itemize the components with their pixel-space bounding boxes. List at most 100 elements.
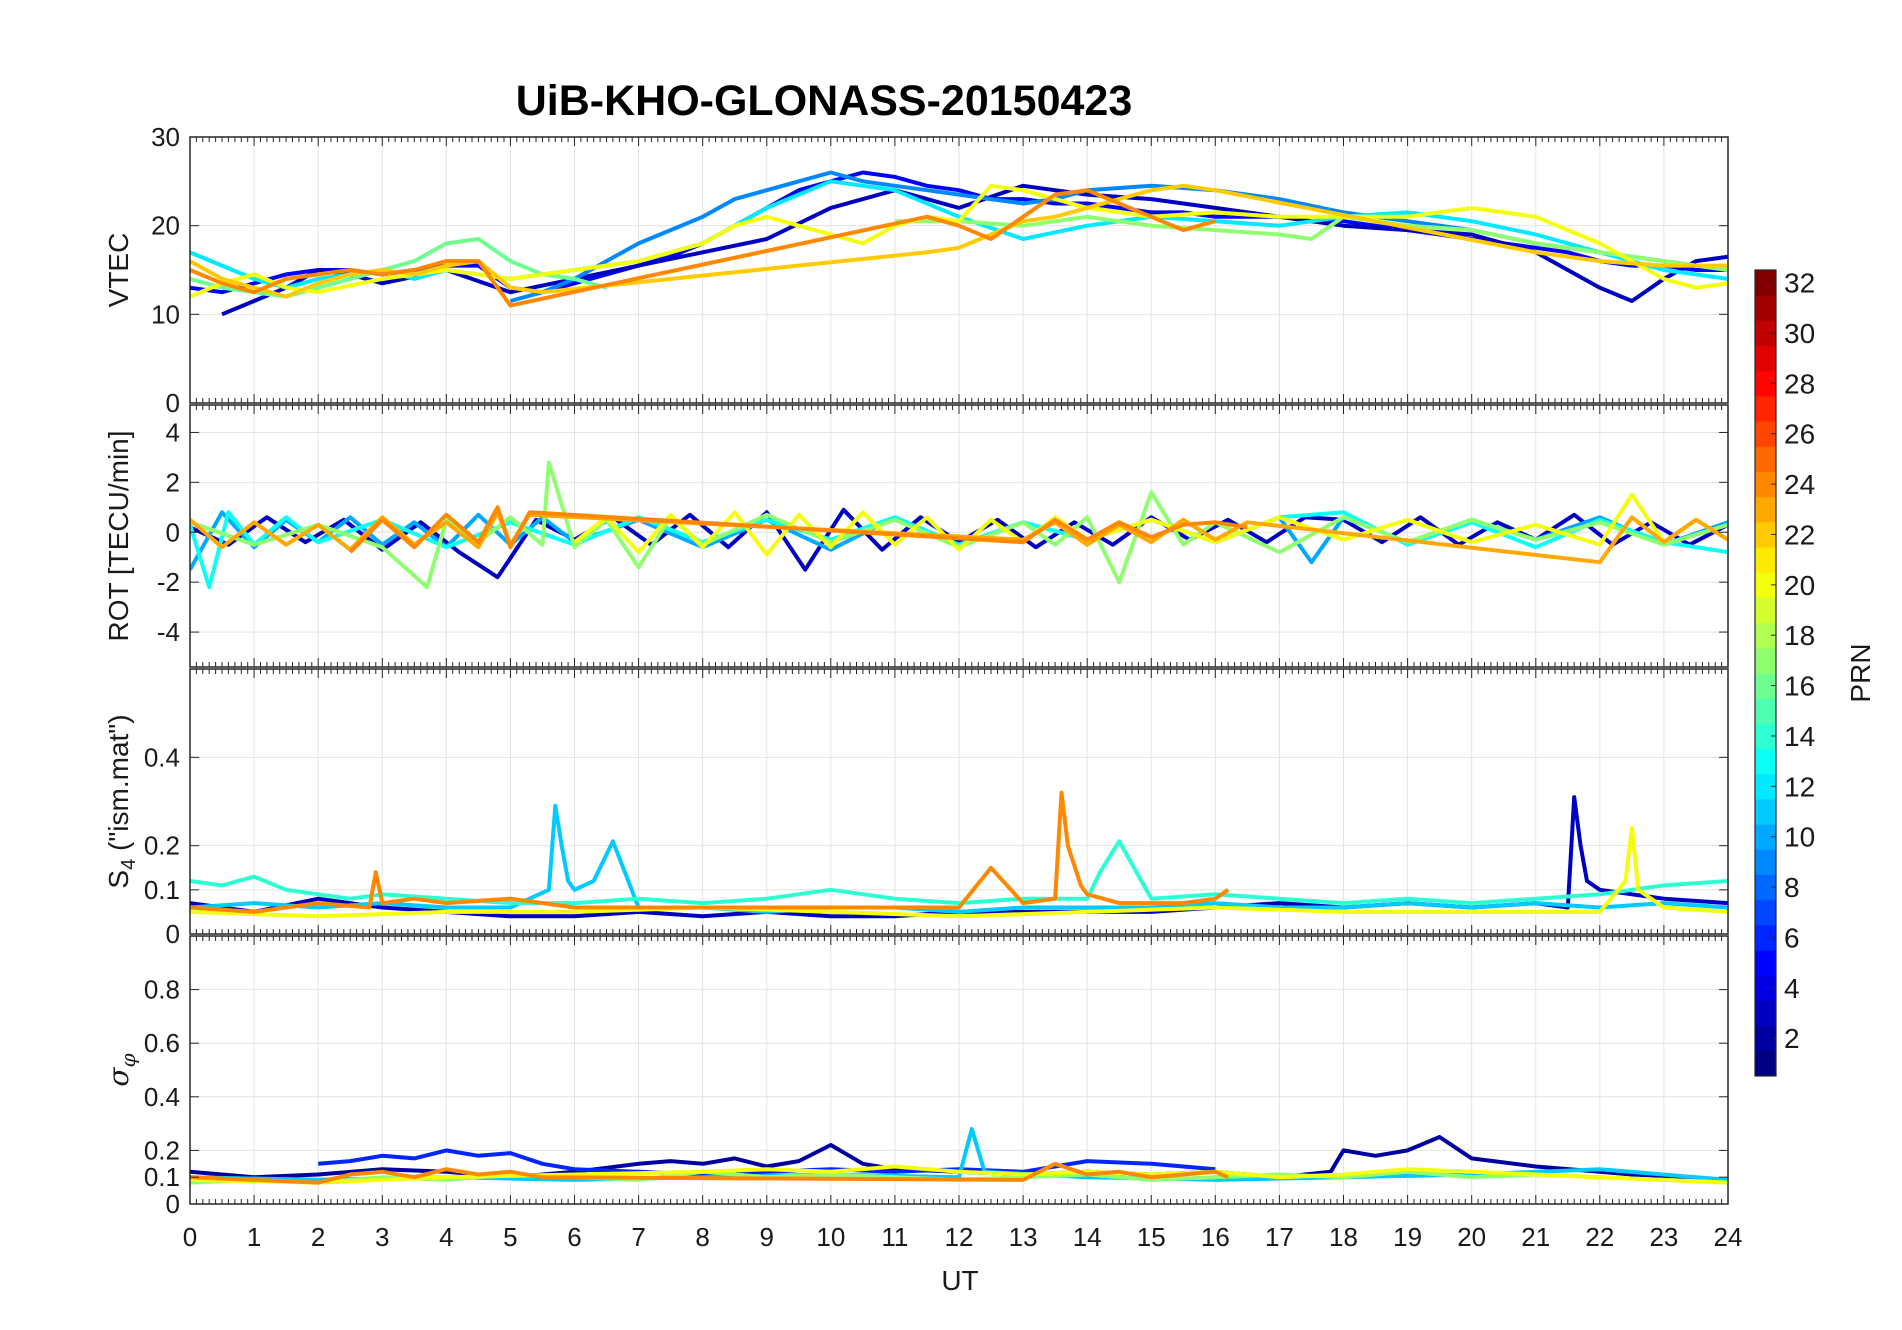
y-tick-label: 0.1	[144, 1162, 180, 1192]
colorbar-tick-label: 32	[1784, 268, 1815, 299]
colorbar-tick-label: 4	[1784, 973, 1800, 1004]
x-tick-label: 7	[631, 1222, 645, 1252]
series-prn-3	[190, 507, 1728, 580]
x-tick-label: 3	[375, 1222, 389, 1252]
y-tick-label: 0	[166, 919, 180, 949]
colorbar-segment	[1755, 824, 1776, 850]
colorbar-segment	[1755, 924, 1776, 951]
x-tick-label: 14	[1073, 1222, 1102, 1252]
colorbar-segment	[1755, 1025, 1776, 1052]
colorbar-segment	[1755, 698, 1776, 724]
x-axis-label: UT	[941, 1265, 978, 1296]
x-tick-label: 20	[1457, 1222, 1486, 1252]
x-ticks	[189, 936, 1729, 1204]
y-axis-label-sigma: σφ	[102, 1053, 140, 1086]
colorbar-tick-label: 30	[1784, 318, 1815, 349]
x-tick-label: 9	[760, 1222, 774, 1252]
series-group	[190, 1127, 1728, 1185]
colorbar-segment	[1755, 647, 1776, 674]
y-axis-label-rot: ROT [TECU/min]	[103, 430, 134, 641]
x-ticks	[189, 669, 1729, 934]
colorbar-segment	[1755, 673, 1776, 699]
colorbar-segment	[1755, 370, 1776, 397]
y-tick-label: 0.4	[144, 1082, 180, 1112]
x-tick-label: 1	[247, 1222, 261, 1252]
colorbar-tick-label: 16	[1784, 671, 1815, 702]
colorbar-tick-label: 2	[1784, 1023, 1800, 1054]
series-group	[190, 170, 1728, 317]
colorbar-tick-label: 20	[1784, 570, 1815, 601]
colorbar-segment	[1755, 395, 1776, 422]
colorbar-tick-label: 14	[1784, 721, 1815, 752]
y-axis-label-s4: S4 ("ism.mat")	[103, 714, 140, 888]
y-tick-label: 0.2	[144, 1135, 180, 1165]
series-prn-20	[190, 183, 1728, 299]
x-tick-label: 23	[1649, 1222, 1678, 1252]
colorbar-segment	[1755, 471, 1776, 498]
y-tick-label: 20	[151, 211, 180, 241]
y-tick-label: 0	[166, 388, 180, 418]
y-tick-label: 0.2	[144, 831, 180, 861]
x-tick-label: 0	[183, 1222, 197, 1252]
series-prn-20	[190, 826, 1728, 919]
colorbar-frame	[1754, 269, 1777, 1077]
y-tick-label: 0.8	[144, 975, 180, 1005]
y-tick-label: 0	[166, 1189, 180, 1219]
colorbar-tick-label: 18	[1784, 620, 1815, 651]
x-tick-label: 10	[816, 1222, 845, 1252]
colorbar-segment	[1755, 421, 1776, 447]
colorbar-tick-label: 12	[1784, 771, 1815, 802]
colorbar-segment	[1755, 1050, 1776, 1077]
x-tick-label: 5	[503, 1222, 517, 1252]
y-tick-label: 2	[166, 467, 180, 497]
y-tick-label: -4	[157, 617, 180, 647]
colorbar-segment	[1755, 798, 1776, 825]
colorbar-segment	[1755, 547, 1776, 573]
colorbar-segment	[1755, 320, 1776, 347]
panel-rot: -4 -2 0 2 4 ROT [TECU/min]	[103, 404, 1729, 668]
colorbar-tick-label: 26	[1784, 419, 1815, 450]
colorbar-tick-label: 24	[1784, 469, 1815, 500]
y-axis-label-vtec: VTEC	[103, 233, 134, 308]
colorbar-segment	[1755, 597, 1776, 624]
x-tick-label: 2	[311, 1222, 325, 1252]
panel-vtec: 0 10 20 30 VTEC	[103, 122, 1729, 418]
colorbar-segment	[1755, 446, 1776, 472]
series-prn-24	[190, 1161, 1229, 1185]
colorbar-segment	[1755, 723, 1776, 750]
series-prn-20	[190, 1164, 1728, 1185]
x-tick-label: 21	[1521, 1222, 1550, 1252]
colorbar-segment	[1755, 773, 1776, 800]
colorbar-segment	[1755, 572, 1776, 598]
x-tick-label: 13	[1009, 1222, 1038, 1252]
x-tick-label: 4	[439, 1222, 453, 1252]
colorbar-segment	[1755, 950, 1776, 976]
series-group	[190, 460, 1728, 590]
series-prn-24	[190, 188, 1216, 308]
colorbar-segment	[1755, 622, 1776, 649]
colorbar-tick-label: 8	[1784, 872, 1800, 903]
colorbar-segment	[1755, 295, 1776, 321]
chart-title: UiB-KHO-GLONASS-20150423	[516, 77, 1133, 125]
series-prn-17	[894, 214, 1728, 272]
colorbar-segment	[1755, 345, 1776, 372]
x-tick-labels: 0 1 2 3 4 5 6 7 8 9 10 11 12 13 14 15 16 17 18 19 20 21 22 23 24	[183, 1222, 1743, 1252]
series-prn-24	[190, 790, 1230, 914]
colorbar-tick-label: 6	[1784, 922, 1800, 953]
panel-sigma: 00.10.2 0.4 0.6 0.8 σφ	[102, 935, 1729, 1219]
x-tick-label: 6	[567, 1222, 581, 1252]
y-tick-label: 30	[151, 122, 180, 152]
y-tick-label: 10	[151, 299, 180, 329]
x-ticks	[189, 405, 1729, 667]
x-tick-label: 12	[945, 1222, 974, 1252]
x-tick-label: 11	[881, 1222, 908, 1252]
colorbar-tick-label: 28	[1784, 368, 1815, 399]
series-prn-16	[190, 237, 608, 299]
x-tick-label: 24	[1714, 1222, 1743, 1252]
colorbar-tick-label: 10	[1784, 822, 1815, 853]
colorbar-label: PRN	[1845, 643, 1876, 702]
y-tick-label: 4	[166, 417, 180, 447]
y-tick-label: 0	[166, 517, 180, 547]
